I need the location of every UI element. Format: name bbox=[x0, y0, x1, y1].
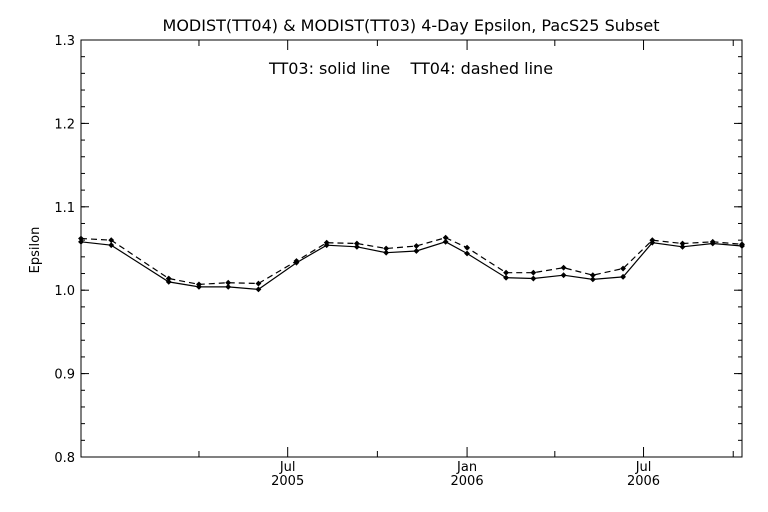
y-tick-label: 1.3 bbox=[54, 34, 75, 49]
data-point-tt04 bbox=[165, 275, 172, 282]
data-point-tt04 bbox=[679, 240, 686, 247]
data-point-tt04 bbox=[323, 239, 330, 246]
data-point-tt03 bbox=[560, 272, 567, 279]
y-tick-label: 0.8 bbox=[54, 451, 75, 466]
data-point-tt04 bbox=[649, 237, 656, 244]
data-point-tt04 bbox=[78, 235, 84, 242]
x-tick-label-year: 2006 bbox=[627, 474, 660, 489]
data-point-tt03 bbox=[255, 286, 262, 293]
data-point-tt04 bbox=[255, 280, 262, 287]
data-point-tt04 bbox=[709, 238, 716, 245]
data-point-tt03 bbox=[108, 242, 115, 249]
data-point-tt04 bbox=[383, 245, 390, 252]
data-point-tt03 bbox=[442, 238, 449, 245]
data-point-tt04 bbox=[353, 240, 360, 247]
x-tick-label-year: 2006 bbox=[451, 474, 484, 489]
x-tick-label-month: Jul bbox=[635, 460, 652, 475]
data-point-tt04 bbox=[620, 265, 626, 272]
data-point-tt03 bbox=[413, 248, 420, 254]
data-point-tt04 bbox=[413, 243, 420, 249]
data-point-tt04 bbox=[503, 269, 509, 276]
series-line-tt03 bbox=[80, 241, 743, 291]
y-axis-label: Epsilon bbox=[28, 227, 43, 274]
data-point-tt03 bbox=[530, 275, 537, 282]
data-point-tt03 bbox=[589, 276, 596, 283]
y-tick-label: 1.0 bbox=[54, 284, 75, 299]
y-tick-label: 0.9 bbox=[54, 368, 75, 383]
legend-annotation: TT03: solid line TT04: dashed line bbox=[268, 59, 553, 78]
y-tick-label: 1.1 bbox=[54, 201, 75, 216]
series-line-tt04 bbox=[80, 237, 743, 286]
x-tick-label-month: Jan bbox=[456, 460, 477, 475]
data-point-tt04 bbox=[196, 281, 202, 288]
data-point-tt03 bbox=[503, 274, 509, 281]
data-point-tt03 bbox=[225, 283, 232, 290]
data-point-tt03 bbox=[464, 250, 470, 257]
data-point-tt04 bbox=[739, 241, 745, 248]
data-point-tt03 bbox=[620, 273, 626, 280]
data-point-tt04 bbox=[293, 258, 300, 264]
x-tick-label-month: Jul bbox=[279, 460, 296, 475]
plot-frame bbox=[80, 39, 743, 458]
data-point-tt04 bbox=[225, 279, 232, 286]
data-point-tt04 bbox=[464, 244, 470, 251]
chart-title: MODIST(TT04) & MODIST(TT03) 4-Day Epsilo… bbox=[163, 16, 660, 35]
data-point-tt04 bbox=[560, 264, 567, 271]
data-point-tt04 bbox=[589, 272, 596, 279]
y-tick-label: 1.2 bbox=[54, 117, 75, 132]
data-point-tt04 bbox=[530, 269, 537, 276]
data-point-tt04 bbox=[108, 237, 115, 244]
data-point-tt04 bbox=[442, 234, 449, 241]
x-tick-label-year: 2005 bbox=[271, 474, 304, 489]
data-point-tt03 bbox=[383, 249, 390, 256]
